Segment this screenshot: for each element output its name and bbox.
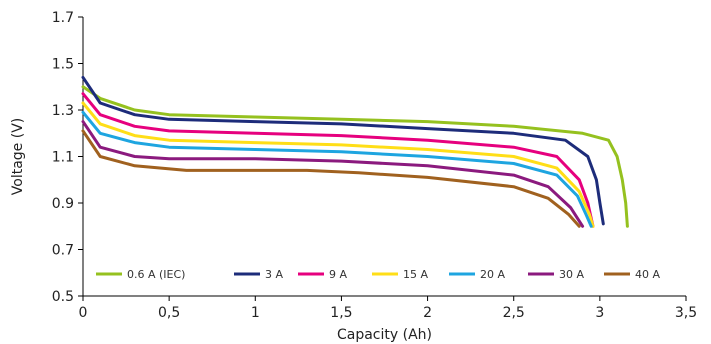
series-line-9-a [81,92,595,228]
x-tick-label: 0 [79,305,88,321]
x-tick-label: 0,5 [158,305,180,321]
legend-label: 40 A [635,268,660,281]
legend: 0.6 A (IEC) 3 A 9 A 15 A 20 A 30 A 40 A [96,268,660,281]
series-line-15-a [81,101,595,228]
y-tick-label: 1.3 [52,103,74,119]
series-lines [81,75,629,228]
legend-label: 20 A [480,268,505,281]
x-tick-label: 1,5 [330,305,352,321]
y-tick-label: 1.5 [52,57,74,73]
series-line-0-6-a-iec [81,85,629,228]
x-tick-label: 1 [251,305,260,321]
series-line-30-a [81,120,585,228]
legend-label: 30 A [559,268,584,281]
legend-label: 9 A [329,268,347,281]
y-ticks: 0.5 0.7 0.9 1.1 1.3 1.5 1.7 [52,10,83,305]
x-tick-label: 2 [423,305,432,321]
y-axis-label: Voltage (V) [10,118,26,195]
legend-label: 0.6 A (IEC) [127,268,185,281]
x-ticks: 0 0,5 1 1,5 2 2,5 3 3,5 [79,296,697,321]
x-tick-label: 3,5 [675,305,697,321]
x-axis-label: Capacity (Ah) [337,327,432,343]
y-tick-label: 0.9 [52,196,74,212]
legend-label: 3 A [265,268,283,281]
y-tick-label: 0.5 [52,289,74,305]
y-tick-label: 1.7 [52,10,74,26]
x-tick-label: 3 [595,305,604,321]
series-line-40-a [81,129,581,228]
x-tick-label: 2,5 [503,305,525,321]
series-line-20-a [81,110,593,228]
y-tick-label: 0.7 [52,243,74,259]
chart-axes [82,17,686,297]
y-tick-label: 1.1 [52,150,74,166]
series-line-3-a [81,75,605,226]
legend-label: 15 A [403,268,428,281]
